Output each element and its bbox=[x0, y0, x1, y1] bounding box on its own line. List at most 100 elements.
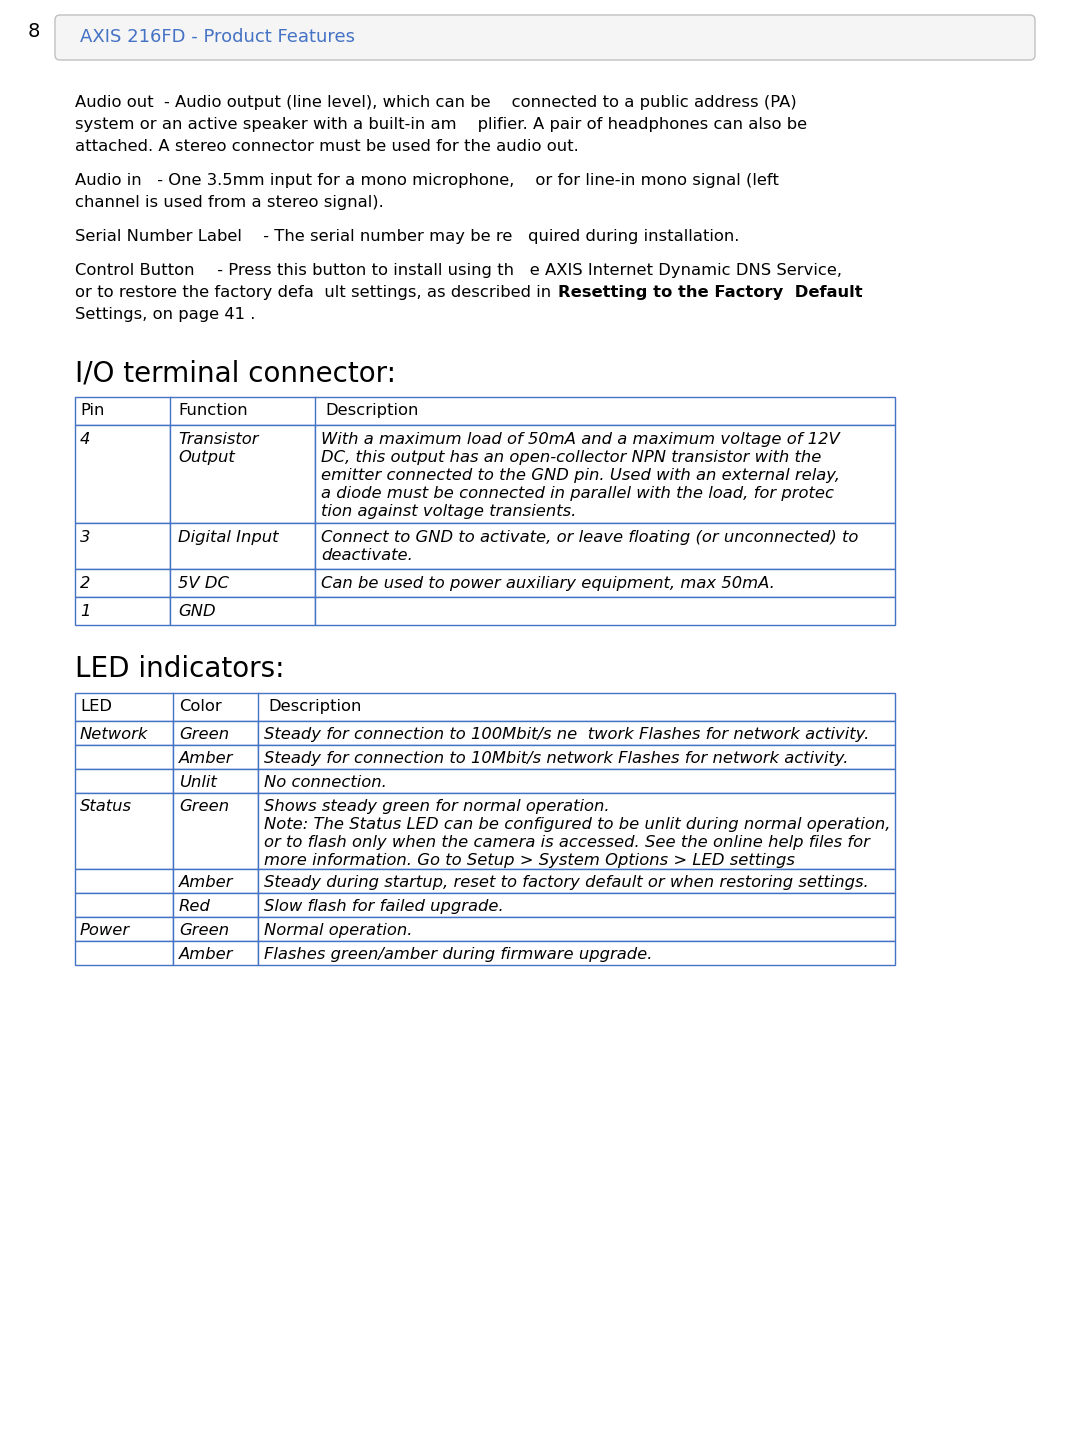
Bar bbox=[75, 794, 173, 869]
Text: or to restore the factory defa  ult settings, as described in: or to restore the factory defa ult setti… bbox=[75, 285, 572, 300]
Bar bbox=[75, 745, 173, 769]
Text: 2: 2 bbox=[80, 576, 91, 591]
Text: Steady for connection to 10Mbit/s network Flashes for network activity.: Steady for connection to 10Mbit/s networ… bbox=[264, 751, 849, 766]
Text: or to flash only when the camera is accessed. See the online help files for: or to flash only when the camera is acce… bbox=[264, 835, 869, 849]
Text: Normal operation.: Normal operation. bbox=[264, 922, 413, 938]
Bar bbox=[75, 596, 170, 625]
Bar bbox=[173, 745, 258, 769]
Bar bbox=[173, 917, 258, 941]
Text: Settings, on page 41 .: Settings, on page 41 . bbox=[75, 307, 255, 322]
Text: Can be used to power auxiliary equipment, max 50mA.: Can be used to power auxiliary equipment… bbox=[321, 576, 774, 591]
Text: Digital Input: Digital Input bbox=[178, 531, 279, 545]
Text: Description: Description bbox=[325, 403, 418, 418]
Bar bbox=[170, 569, 315, 596]
Bar bbox=[258, 941, 895, 965]
Text: - Press this button to install using th   e AXIS Internet Dynamic DNS Service,: - Press this button to install using th … bbox=[212, 263, 842, 277]
Text: Amber: Amber bbox=[179, 751, 233, 766]
FancyBboxPatch shape bbox=[55, 14, 1035, 60]
Text: 5V DC: 5V DC bbox=[178, 576, 229, 591]
Text: Status: Status bbox=[80, 799, 132, 814]
Bar bbox=[75, 917, 173, 941]
Bar bbox=[75, 694, 895, 721]
Text: Output: Output bbox=[178, 450, 234, 465]
Bar bbox=[315, 596, 895, 625]
Bar bbox=[75, 523, 170, 569]
Bar bbox=[258, 769, 895, 794]
Bar bbox=[75, 569, 170, 596]
Text: tion against voltage transients.: tion against voltage transients. bbox=[321, 503, 577, 519]
Bar bbox=[170, 425, 315, 523]
Text: Red: Red bbox=[179, 899, 211, 914]
Text: deactivate.: deactivate. bbox=[321, 548, 413, 563]
Bar bbox=[258, 917, 895, 941]
Text: 3: 3 bbox=[80, 531, 91, 545]
Text: Connect to GND to activate, or leave floating (or unconnected) to: Connect to GND to activate, or leave flo… bbox=[321, 531, 859, 545]
Bar bbox=[173, 941, 258, 965]
Text: attached. A stereo connector must be used for the audio out.: attached. A stereo connector must be use… bbox=[75, 139, 579, 154]
Text: Shows steady green for normal operation.: Shows steady green for normal operation. bbox=[264, 799, 609, 814]
Text: LED: LED bbox=[80, 699, 112, 714]
Text: Unlit: Unlit bbox=[179, 775, 217, 789]
Text: Power: Power bbox=[80, 922, 130, 938]
Bar bbox=[315, 425, 895, 523]
Text: Description: Description bbox=[268, 699, 362, 714]
Bar bbox=[75, 425, 170, 523]
Text: Audio out: Audio out bbox=[75, 94, 153, 110]
Text: Slow flash for failed upgrade.: Slow flash for failed upgrade. bbox=[264, 899, 503, 914]
Text: Amber: Amber bbox=[179, 947, 233, 962]
Text: 4: 4 bbox=[80, 432, 91, 448]
Bar bbox=[75, 769, 173, 794]
Bar bbox=[75, 398, 895, 425]
Text: No connection.: No connection. bbox=[264, 775, 387, 789]
Bar bbox=[258, 745, 895, 769]
Bar bbox=[173, 721, 258, 745]
Bar bbox=[173, 794, 258, 869]
Text: Green: Green bbox=[179, 726, 229, 742]
Text: system or an active speaker with a built-in am    plifier. A pair of headphones : system or an active speaker with a built… bbox=[75, 117, 807, 132]
Text: - One 3.5mm input for a mono microphone,    or for line-in mono signal (left: - One 3.5mm input for a mono microphone,… bbox=[152, 173, 779, 187]
Bar bbox=[258, 892, 895, 917]
Bar bbox=[75, 869, 173, 892]
Text: - Audio output (line level), which can be    connected to a public address (PA): - Audio output (line level), which can b… bbox=[164, 94, 797, 110]
Text: Control Button: Control Button bbox=[75, 263, 194, 277]
Text: Pin: Pin bbox=[80, 403, 105, 418]
Text: 1: 1 bbox=[80, 603, 91, 619]
Bar bbox=[173, 892, 258, 917]
Text: Steady during startup, reset to factory default or when restoring settings.: Steady during startup, reset to factory … bbox=[264, 875, 868, 889]
Text: Serial Number Label: Serial Number Label bbox=[75, 229, 242, 245]
Text: Transistor: Transistor bbox=[178, 432, 258, 448]
Text: Audio in: Audio in bbox=[75, 173, 141, 187]
Bar bbox=[170, 596, 315, 625]
Bar bbox=[258, 794, 895, 869]
Bar bbox=[173, 769, 258, 794]
Text: Resetting to the Factory  Default: Resetting to the Factory Default bbox=[558, 285, 863, 300]
Text: Note: The Status LED can be configured to be unlit during normal operation,: Note: The Status LED can be configured t… bbox=[264, 817, 891, 832]
Text: Green: Green bbox=[179, 799, 229, 814]
Bar bbox=[315, 569, 895, 596]
Text: more information. Go to Setup > System Options > LED settings: more information. Go to Setup > System O… bbox=[264, 854, 795, 868]
Text: With a maximum load of 50mA and a maximum voltage of 12V: With a maximum load of 50mA and a maximu… bbox=[321, 432, 840, 448]
Text: LED indicators:: LED indicators: bbox=[75, 655, 284, 684]
Text: Amber: Amber bbox=[179, 875, 233, 889]
Text: Flashes green/amber during firmware upgrade.: Flashes green/amber during firmware upgr… bbox=[264, 947, 652, 962]
Text: a diode must be connected in parallel with the load, for protec: a diode must be connected in parallel wi… bbox=[321, 486, 834, 500]
Bar bbox=[258, 869, 895, 892]
Text: Steady for connection to 100Mbit/s ne  twork Flashes for network activity.: Steady for connection to 100Mbit/s ne tw… bbox=[264, 726, 869, 742]
Text: Color: Color bbox=[179, 699, 221, 714]
Bar bbox=[170, 523, 315, 569]
Text: - The serial number may be re   quired during installation.: - The serial number may be re quired dur… bbox=[258, 229, 740, 245]
Bar bbox=[315, 523, 895, 569]
Bar bbox=[173, 869, 258, 892]
Text: channel is used from a stereo signal).: channel is used from a stereo signal). bbox=[75, 194, 383, 210]
Text: I/O terminal connector:: I/O terminal connector: bbox=[75, 359, 396, 388]
Text: AXIS 216FD - Product Features: AXIS 216FD - Product Features bbox=[80, 29, 355, 46]
Text: GND: GND bbox=[178, 603, 216, 619]
Bar bbox=[258, 721, 895, 745]
Text: emitter connected to the GND pin. Used with an external relay,: emitter connected to the GND pin. Used w… bbox=[321, 468, 840, 483]
Text: Network: Network bbox=[80, 726, 148, 742]
Text: Green: Green bbox=[179, 922, 229, 938]
Bar bbox=[75, 892, 173, 917]
Bar bbox=[75, 721, 173, 745]
Bar bbox=[75, 941, 173, 965]
Text: 8: 8 bbox=[28, 21, 40, 41]
